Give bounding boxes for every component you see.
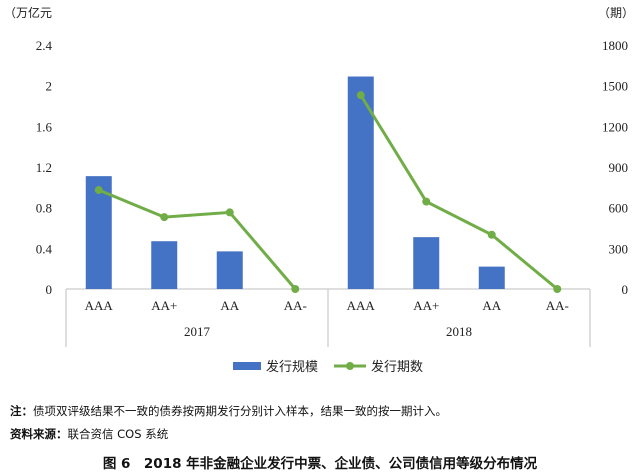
category-label: AA+: [151, 298, 177, 313]
figure-title: 图 6 2018 年非金融企业发行中票、企业债、公司债信用等级分布情况: [102, 456, 538, 472]
line-point: [160, 213, 169, 222]
right-tick-label: 600: [609, 201, 629, 216]
footnote: 注：债项双评级结果不一致的债券按两期发行分别计入样本，结果一致的按一期计入。: [10, 403, 447, 419]
source-label: 资料来源：: [10, 427, 68, 441]
category-label: AAA: [85, 298, 114, 313]
right-tick-label: 1200: [602, 119, 628, 134]
bars: [85, 76, 505, 290]
right-tick-label: 0: [622, 282, 629, 297]
bar: [216, 251, 243, 289]
chart: （万亿元 （期） 0 0.4 0.8 1.2 1.6 2 2.4 0 300 600 900 1200…: [4, 5, 634, 375]
legend-bar-swatch: [233, 362, 261, 370]
left-tick-label: 0.8: [36, 201, 52, 216]
bar: [413, 237, 440, 289]
category-label: AA-: [546, 298, 569, 313]
right-tick-label: 1800: [602, 38, 628, 53]
footnote-label: 注：: [10, 404, 33, 418]
category-label: AA-: [284, 298, 307, 313]
left-tick-label: 1.6: [36, 119, 53, 134]
legend: 发行规模 发行期数: [233, 359, 423, 375]
right-tick-label: 900: [609, 160, 629, 175]
left-tick-label: 2: [46, 79, 53, 94]
left-tick-label: 1.2: [36, 160, 52, 175]
line-segment: [98, 188, 297, 290]
category-label: AA: [220, 298, 239, 313]
category-label: AA: [482, 298, 501, 313]
group-label: 2017: [184, 324, 211, 339]
category-label: AAA: [347, 298, 376, 313]
legend-bar-label: 发行规模: [266, 359, 318, 375]
line-series: [94, 91, 562, 293]
group-label: 2018: [446, 324, 472, 339]
footnote-text: 债项双评级结果不一致的债券按两期发行分别计入样本，结果一致的按一期计入。: [33, 404, 447, 418]
line-segment: [359, 94, 559, 291]
line-point: [487, 230, 496, 239]
right-tick-label: 300: [609, 241, 629, 256]
line-point: [356, 91, 365, 100]
legend-line-marker: [346, 362, 354, 370]
source-note: 资料来源：联合资信 COS 系统: [10, 426, 168, 442]
left-tick-label: 0: [46, 282, 53, 297]
bar: [478, 266, 505, 289]
right-axis-unit: （期）: [598, 6, 634, 20]
left-axis-unit: （万亿元: [4, 5, 52, 20]
line-point: [291, 285, 300, 293]
right-tick-label: 1500: [602, 79, 628, 94]
source-text: 联合资信 COS 系统: [67, 427, 169, 441]
line-point: [94, 186, 103, 195]
line-point: [225, 208, 234, 217]
bar: [151, 241, 178, 289]
legend-line-label: 发行期数: [371, 359, 423, 375]
category-label: AA+: [413, 298, 439, 313]
line-point: [553, 285, 562, 293]
left-tick-label: 0.4: [36, 241, 53, 256]
line-point: [422, 197, 431, 206]
left-tick-label: 2.4: [36, 38, 53, 53]
axes: 0 0.4 0.8 1.2 1.6 2 2.4 0 300 600 900 1200 1500 1800 A…: [36, 38, 628, 347]
